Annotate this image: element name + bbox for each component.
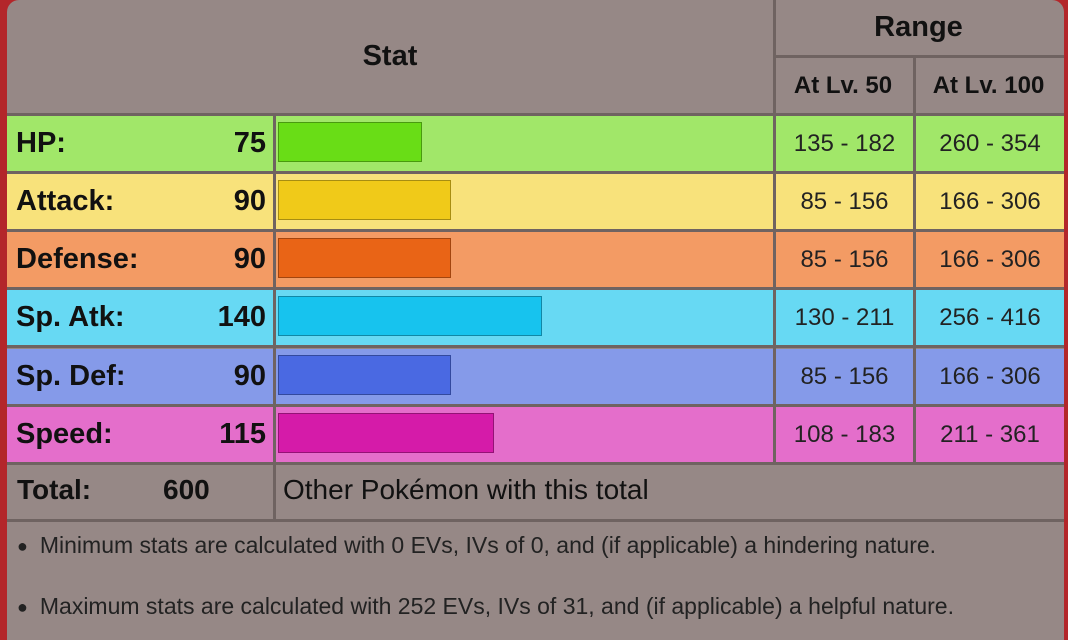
stat-bar	[278, 180, 451, 220]
divider	[7, 404, 1064, 407]
stat-value: 90	[233, 360, 266, 392]
note-minimum-text: Minimum stats are calculated with 0 EVs,…	[39, 532, 937, 558]
stat-row	[7, 407, 1064, 462]
bullet-icon: ●	[17, 536, 28, 557]
lv50-header: At Lv. 50	[793, 71, 893, 99]
divider	[913, 58, 916, 462]
stat-row	[7, 349, 1064, 404]
note-minimum: ● Minimum stats are calculated with 0 EVs…	[17, 532, 936, 559]
range-lv50: 135 - 182	[793, 130, 896, 157]
stat-label: Speed:	[16, 418, 113, 450]
bullet-icon: ●	[17, 597, 28, 618]
stat-bar	[278, 413, 494, 453]
total-value: 600	[163, 474, 210, 505]
divider	[7, 519, 1064, 522]
range-lv100: 166 - 306	[939, 246, 1041, 273]
divider	[7, 287, 1064, 290]
divider	[7, 345, 1064, 348]
stat-bar	[278, 238, 451, 278]
range-lv50: 85 - 156	[800, 188, 889, 215]
range-lv50: 108 - 183	[793, 421, 896, 448]
total-label: Total:	[17, 474, 92, 505]
stat-bar	[278, 296, 542, 336]
stat-row	[7, 116, 1064, 171]
range-lv50: 85 - 156	[800, 246, 889, 273]
range-header: Range	[874, 11, 963, 43]
stat-bar	[278, 355, 451, 395]
stat-bar	[278, 122, 422, 162]
stat-header: Stat	[362, 40, 418, 72]
range-lv50: 85 - 156	[800, 363, 889, 390]
other-pokemon-total-link[interactable]: Other Pokémon with this total	[283, 474, 649, 505]
stat-row	[7, 232, 1064, 287]
range-lv100: 256 - 416	[939, 304, 1041, 331]
range-lv50: 130 - 211	[794, 304, 895, 331]
stat-label: Attack:	[16, 185, 115, 217]
stat-value: 90	[233, 185, 266, 217]
stat-value: 90	[233, 243, 266, 275]
stat-label: Sp. Def:	[16, 360, 126, 392]
range-lv100: 166 - 306	[939, 363, 1041, 390]
divider	[773, 55, 1064, 58]
range-lv100: 166 - 306	[939, 188, 1041, 215]
stat-label: Sp. Atk:	[16, 301, 125, 333]
stat-table: Stat Range At Lv. 50 At Lv. 100 HP: 75 135…	[7, 0, 1064, 640]
stat-label: Defense:	[16, 243, 139, 275]
stat-value: 75	[233, 127, 266, 159]
divider	[7, 171, 1064, 174]
stat-value: 115	[219, 418, 266, 450]
divider	[7, 462, 1064, 465]
note-maximum-text: Maximum stats are calculated with 252 EV…	[39, 593, 954, 619]
stat-label: HP:	[16, 127, 66, 159]
stat-row	[7, 174, 1064, 229]
divider	[773, 0, 776, 462]
divider	[273, 113, 276, 519]
divider	[7, 113, 1064, 116]
stat-value: 140	[217, 301, 266, 333]
range-lv100: 211 - 361	[940, 421, 1040, 448]
divider	[7, 229, 1064, 232]
range-lv100: 260 - 354	[939, 130, 1041, 157]
note-maximum: ● Maximum stats are calculated with 252 E…	[17, 593, 954, 620]
lv100-header: At Lv. 100	[932, 71, 1045, 99]
